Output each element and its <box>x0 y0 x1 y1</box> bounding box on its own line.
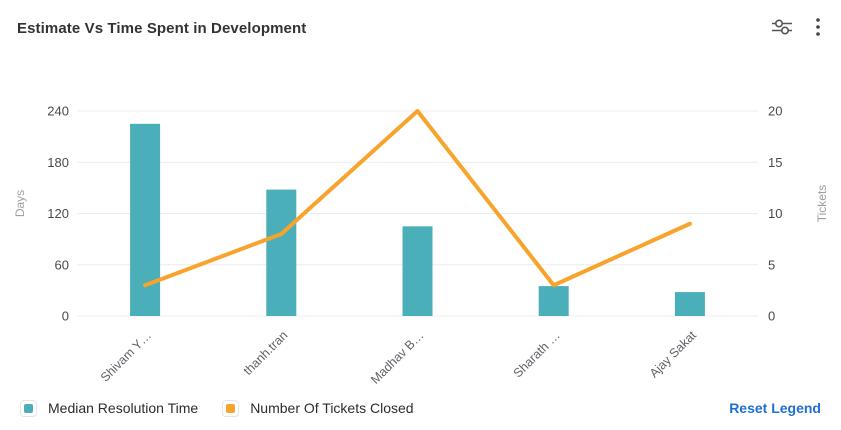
left-axis-name: Days <box>13 190 27 217</box>
bar-series-swatch <box>24 403 33 413</box>
combo-chart-canvas[interactable]: 0 0 60 5 120 10 180 15 240 20 Days Tickets Shivam Y…… <box>0 56 841 387</box>
right-axis-tick-label: 5 <box>768 257 775 272</box>
chart-area: 0 0 60 5 120 10 180 15 240 20 Days Tickets Shivam Y…… <box>0 56 841 387</box>
legend-marker-box <box>20 399 37 417</box>
reset-legend-link[interactable]: Reset Legend <box>729 400 821 416</box>
left-axis-tick-label: 60 <box>55 257 69 272</box>
left-axis-tick-label: 240 <box>47 104 69 119</box>
left-axis-tick-label: 120 <box>47 206 69 221</box>
header-actions <box>769 15 823 42</box>
legend-label: Median Resolution Time <box>48 400 199 416</box>
tickets-line[interactable] <box>143 109 692 288</box>
chart-legend: Median Resolution Time Number Of Tickets… <box>20 399 414 417</box>
line-series-swatch <box>226 403 236 413</box>
bar-3[interactable] <box>538 286 569 316</box>
more-options-button[interactable] <box>813 15 823 42</box>
x-axis-label-4: Ajay Sakat <box>647 328 700 381</box>
left-axis-tick-label: 0 <box>62 309 69 324</box>
right-axis-tick-label: 15 <box>768 155 782 170</box>
right-axis-tick-label: 10 <box>768 206 782 221</box>
legend-label: Number Of Tickets Closed <box>250 400 414 416</box>
chart-card-header: Estimate Vs Time Spent in Development <box>0 0 841 56</box>
chart-settings-button[interactable] <box>769 16 795 41</box>
right-axis-name: Tickets <box>815 185 829 223</box>
left-axis-tick-label: 180 <box>47 155 69 170</box>
sliders-icon <box>771 18 793 39</box>
x-axis-label-2: Madhav B… <box>368 328 427 386</box>
page-title: Estimate Vs Time Spent in Development <box>17 19 307 37</box>
bar-2[interactable] <box>402 226 433 316</box>
bar-4[interactable] <box>674 292 705 316</box>
bar-1[interactable] <box>266 189 297 316</box>
legend-marker-box <box>222 399 240 417</box>
x-axis-label-0: Shivam Y… <box>98 328 154 384</box>
legend-item-number-of-tickets-closed[interactable]: Number Of Tickets Closed <box>222 399 414 417</box>
x-axis-label-1: thanh.tran <box>241 328 291 378</box>
chart-card-footer: Median Resolution Time Number Of Tickets… <box>0 386 841 430</box>
right-axis-tick-label: 0 <box>768 309 775 324</box>
legend-item-median-resolution-time[interactable]: Median Resolution Time <box>20 399 199 417</box>
right-axis-tick-label: 20 <box>768 104 782 119</box>
kebab-menu-icon <box>815 17 821 40</box>
x-axis-label-3: Sharath … <box>511 328 563 380</box>
